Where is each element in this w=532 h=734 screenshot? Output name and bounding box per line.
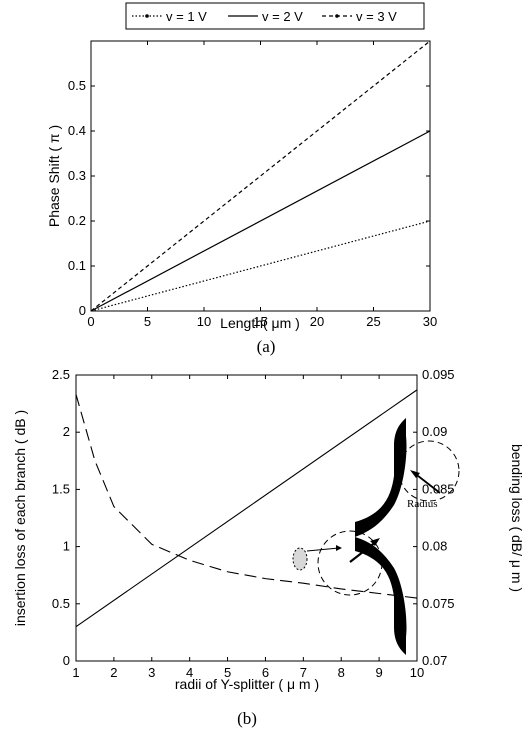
plot-b-xtick-label: 4: [186, 665, 193, 680]
inset-lower-branch: [355, 522, 407, 655]
inset-pointer-line: [306, 547, 340, 552]
plot-b-ytick-label-left: 0.5: [52, 596, 70, 611]
plot-a-xtick-label: 0: [87, 314, 94, 329]
plot-b-series: [75, 389, 418, 628]
inset-upper-branch: [355, 418, 407, 537]
plot-a-xtick-label: 30: [423, 314, 437, 329]
plot-a: 0 5 10 15 20 25 30 0 0.1 0.2 0.3 0.4 0.5 Length( μm …: [46, 40, 437, 356]
plot-a-ticks: 0 5 10 15 20 25 30 0 0.1 0.2 0.3 0.4 0.5: [68, 41, 437, 329]
plot-b-frame: [75, 374, 418, 662]
plot-a-xtick-label: 5: [144, 314, 151, 329]
plot-a-ytick-label: 0.5: [68, 78, 86, 93]
legend-label-1: v = 1 V: [166, 9, 207, 24]
plot-a-xlabel: Length( μm ): [220, 315, 300, 331]
plot-a-series-line-1: [90, 220, 431, 312]
caption-a: (a): [257, 337, 276, 356]
legend-marker-1: [145, 14, 149, 18]
plot-b-ytick-label-right: 0.075: [422, 596, 455, 611]
plot-b-ylabel-right: bending loss ( dB/ μ m ): [509, 444, 525, 592]
plot-b-ytick-label-left: 2: [63, 424, 70, 439]
plot-b-xtick-label: 10: [410, 665, 424, 680]
inset-pointer-head: [336, 545, 342, 551]
inset-circle-lower: [317, 530, 383, 596]
plot-a-series-line-3: [90, 40, 431, 312]
plot-b-ticks: 1 2 3 4 5 6 7 8 9 1000.511.522.50.070.0750.080.08…: [52, 367, 455, 680]
plot-a-xtick-label: 25: [366, 314, 380, 329]
legend-label-3: v = 3 V: [356, 9, 397, 24]
plot-b-xtick-label: 3: [148, 665, 155, 680]
plot-b-ytick-label-left: 2.5: [52, 367, 70, 382]
plot-b-xtick-label: 2: [110, 665, 117, 680]
inset-highlight-ellipse: [292, 547, 308, 571]
plot-b: 1 2 3 4 5 6 7 8 9 1000.511.522.50.070.0750.080.08…: [12, 367, 525, 728]
inset-radius-arrowhead: [410, 470, 420, 478]
inset-circle-upper: [398, 440, 460, 502]
plot-a-xtick-label: 20: [310, 314, 324, 329]
plot-b-ytick-label-right: 0.07: [422, 653, 447, 668]
plot-b-ytick-label-left: 1.5: [52, 481, 70, 496]
plot-b-ytick-label-right: 0.08: [422, 539, 447, 554]
legend: v = 1 V v = 2 V v = 3 V: [125, 2, 425, 30]
legend-marker-3: [335, 14, 339, 18]
plot-a-xtick-label: 15: [253, 314, 267, 329]
legend-label-2: v = 2 V: [262, 9, 303, 24]
plot-a-ytick-label: 0.4: [68, 123, 86, 138]
plot-b-xtick-label: 9: [375, 665, 382, 680]
plot-b-ytick-label-left: 0: [63, 653, 70, 668]
plot-b-series-line-right: [75, 394, 418, 599]
plot-b-series-line-left: [75, 389, 418, 628]
caption-b: (b): [237, 709, 257, 728]
plot-b-ylabel-left: insertion loss of each branch ( dB ): [12, 410, 28, 626]
plot-a-series: [90, 40, 431, 312]
plot-b-ytick-label-right: 0.09: [422, 424, 447, 439]
plot-a-ytick-label: 0.2: [68, 213, 86, 228]
plot-a-ytick-label: 0.1: [68, 258, 86, 273]
plot-b-xtick-label: 1: [72, 665, 79, 680]
inset-y-splitter-illustration: Radius: [292, 418, 460, 655]
inset-arrow-lower: [349, 540, 378, 563]
plot-b-xtick-label: 6: [262, 665, 269, 680]
legend-box: [125, 2, 425, 30]
inset-radius-label: Radius: [407, 498, 438, 510]
inset-arrow-lower-head: [370, 538, 380, 546]
plot-a-ytick-label: 0: [79, 303, 86, 318]
plot-b-xtick-label: 5: [224, 665, 231, 680]
plot-b-xtick-label: 7: [300, 665, 307, 680]
plot-b-xtick-label: 8: [338, 665, 345, 680]
plot-a-ylabel: Phase Shift ( π ): [46, 125, 62, 227]
plot-b-xlabel: radii of Y-splitter ( μ m ): [175, 676, 319, 692]
plot-a-xtick-label: 10: [197, 314, 211, 329]
plot-b-ytick-label-right: 0.095: [422, 367, 455, 382]
plot-a-series-line-2: [90, 130, 431, 312]
plot-b-ytick-label-left: 1: [63, 539, 70, 554]
plot-a-ytick-label: 0.3: [68, 168, 86, 183]
